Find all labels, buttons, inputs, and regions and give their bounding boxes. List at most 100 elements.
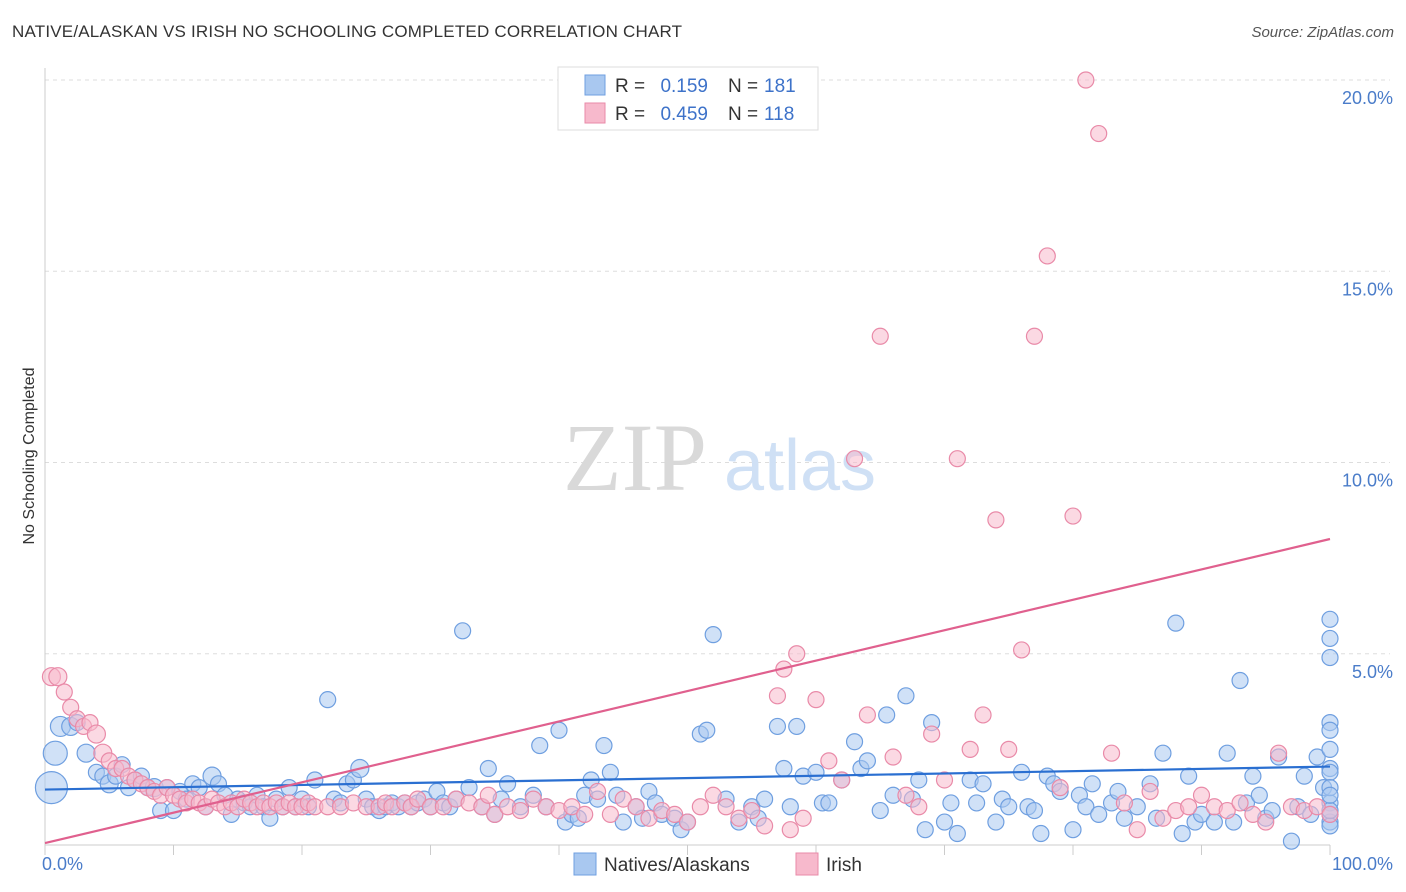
point-natives-100	[768, 717, 787, 736]
point-natives-111	[858, 752, 877, 770]
point-irish-78	[743, 801, 761, 820]
point-natives-105	[807, 763, 825, 781]
point-natives-139	[1083, 775, 1101, 793]
point-irish-70	[640, 809, 658, 827]
legend-n-label-1: N =	[728, 104, 758, 125]
point-natives-65	[479, 759, 497, 778]
point-irish-96	[948, 450, 966, 468]
point-irish-114	[1180, 798, 1198, 816]
point-irish-60	[511, 801, 530, 820]
point-irish-104	[1051, 779, 1069, 797]
point-irish-91	[884, 748, 902, 766]
point-irish-95	[935, 771, 954, 789]
legend-n-value-0: 181	[764, 76, 796, 97]
point-natives-68	[499, 775, 517, 793]
point-irish-57	[479, 786, 497, 804]
point-natives-102	[781, 798, 799, 816]
point-natives-149	[1173, 824, 1191, 843]
point-natives-115	[897, 687, 915, 705]
point-irish-58	[486, 805, 504, 824]
point-natives-99	[755, 790, 774, 808]
point-natives-165	[1295, 767, 1313, 785]
watermark: ZIP atlas	[563, 404, 876, 511]
point-irish-74	[691, 798, 709, 816]
bottom-legend-label-0: Natives/Alaskans	[604, 855, 750, 876]
point-irish-51	[409, 790, 427, 808]
point-natives-113	[878, 706, 896, 724]
point-natives-80	[595, 736, 613, 755]
point-irish-120	[1257, 813, 1275, 831]
point-irish-125	[1321, 805, 1339, 824]
point-irish-72	[666, 805, 684, 824]
point-irish-100	[1000, 740, 1018, 758]
point-natives-120	[935, 813, 954, 831]
point-natives-109	[845, 733, 864, 751]
point-irish-73	[678, 813, 697, 831]
point-irish-7	[86, 724, 107, 744]
point-natives-131	[1025, 801, 1044, 820]
bottom-legend-label-1: Irish	[826, 855, 862, 876]
trend-line-natives	[44, 765, 1331, 791]
point-irish-124	[1308, 798, 1326, 816]
point-natives-125	[974, 775, 992, 793]
point-irish-121	[1269, 744, 1288, 762]
point-irish-68	[614, 790, 632, 808]
point-natives-169	[1321, 610, 1339, 628]
legend-swatch-1	[584, 102, 606, 124]
point-natives-101	[775, 759, 793, 778]
point-irish-107	[1090, 124, 1108, 143]
y-tick-label-3: 20.0%	[1342, 88, 1393, 108]
point-irish-118	[1231, 794, 1249, 812]
point-natives-152	[1192, 805, 1211, 824]
point-irish-92	[897, 786, 915, 804]
point-irish-2	[55, 683, 73, 701]
point-natives-140	[1090, 805, 1108, 824]
point-irish-93	[910, 798, 928, 816]
point-natives-62	[454, 622, 472, 640]
point-irish-83	[788, 645, 806, 663]
point-natives-170	[1321, 629, 1339, 648]
point-irish-53	[434, 798, 452, 816]
point-irish-111	[1141, 782, 1159, 801]
point-natives-163	[1282, 832, 1301, 850]
point-irish-90	[871, 327, 889, 345]
point-natives-0	[34, 771, 69, 805]
point-natives-148	[1167, 614, 1185, 632]
point-natives-167	[1308, 748, 1326, 766]
point-irish-89	[858, 706, 877, 724]
point-irish-106	[1077, 71, 1095, 89]
bottom-legend-swatch-1	[795, 852, 819, 876]
point-irish-77	[730, 809, 748, 827]
point-irish-117	[1218, 801, 1236, 820]
point-natives-154	[1218, 744, 1236, 762]
point-irish-105	[1064, 507, 1082, 525]
point-irish-61	[524, 790, 542, 808]
point-natives-177	[1321, 740, 1339, 758]
point-natives-132	[1032, 824, 1050, 843]
bottom-legend: Natives/Alaskans Irish	[573, 852, 862, 876]
point-irish-115	[1192, 786, 1211, 804]
point-natives-175	[1321, 721, 1339, 739]
point-irish-97	[961, 740, 979, 758]
axes	[44, 68, 1331, 855]
point-natives-121	[942, 794, 960, 812]
point-irish-86	[820, 752, 838, 770]
point-natives-153	[1205, 813, 1223, 831]
point-irish-1	[48, 667, 68, 687]
point-irish-110	[1128, 821, 1146, 839]
point-irish-79	[755, 817, 774, 835]
point-irish-103	[1038, 247, 1056, 265]
data-points	[34, 71, 1339, 850]
grid-lines	[45, 79, 1390, 655]
point-natives-171	[1321, 648, 1339, 667]
point-natives-103	[788, 717, 806, 736]
point-irish-64	[563, 798, 581, 816]
trend-lines	[44, 537, 1331, 845]
point-irish-99	[987, 511, 1005, 529]
point-irish-69	[627, 798, 645, 816]
point-natives-128	[1000, 798, 1018, 816]
point-natives-150	[1180, 767, 1198, 785]
chart-title: NATIVE/ALASKAN VS IRISH NO SCHOOLING COM…	[12, 22, 683, 41]
legend-r-value-0: 0.159	[660, 76, 708, 97]
